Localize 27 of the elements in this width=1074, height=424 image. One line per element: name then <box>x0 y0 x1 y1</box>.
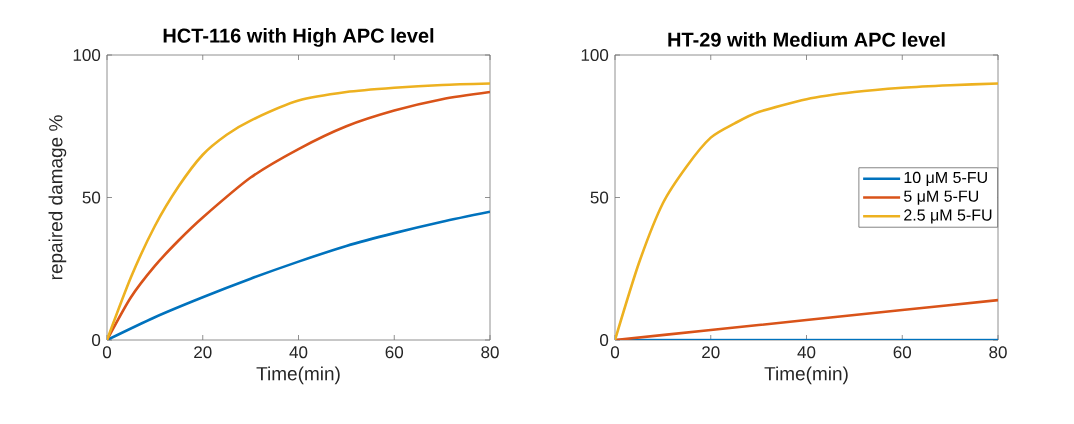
legend-label: 2.5 μM 5-FU <box>904 209 992 224</box>
x-tick-label: 80 <box>989 346 1007 359</box>
line-series <box>107 210 490 340</box>
chart-title: HT-29 with Medium APC level <box>668 32 945 47</box>
x-tick-label: 40 <box>797 346 816 359</box>
chart-title: HCT-116 with High APC level <box>163 28 434 47</box>
line-series <box>615 298 998 340</box>
x-tick-label: 60 <box>385 346 404 359</box>
x-axis-title: Time(min) <box>764 366 848 385</box>
y-tick-label: 0 <box>92 333 101 347</box>
x-tick-label: 40 <box>289 346 308 359</box>
y-tick-label: 100 <box>581 48 609 62</box>
y-axis-title: repaired damage % <box>48 115 67 280</box>
y-tick-label: 0 <box>600 333 609 347</box>
x-tick-label: 0 <box>102 346 112 359</box>
x-axis-title: Time(min) <box>256 366 340 385</box>
y-tick-label: 50 <box>590 191 609 204</box>
x-tick-label: 20 <box>194 346 212 359</box>
legend-label: 10 μM 5-FU <box>904 171 987 187</box>
y-tick-label: 100 <box>73 48 101 62</box>
x-tick-label: 0 <box>610 346 620 359</box>
y-tick-label: 50 <box>82 191 101 204</box>
legend-label: 5 μM 5-FU <box>904 190 979 205</box>
x-tick-label: 20 <box>702 346 720 359</box>
x-tick-label: 60 <box>893 346 912 359</box>
line-series <box>615 82 998 340</box>
x-tick-label: 80 <box>481 346 499 359</box>
